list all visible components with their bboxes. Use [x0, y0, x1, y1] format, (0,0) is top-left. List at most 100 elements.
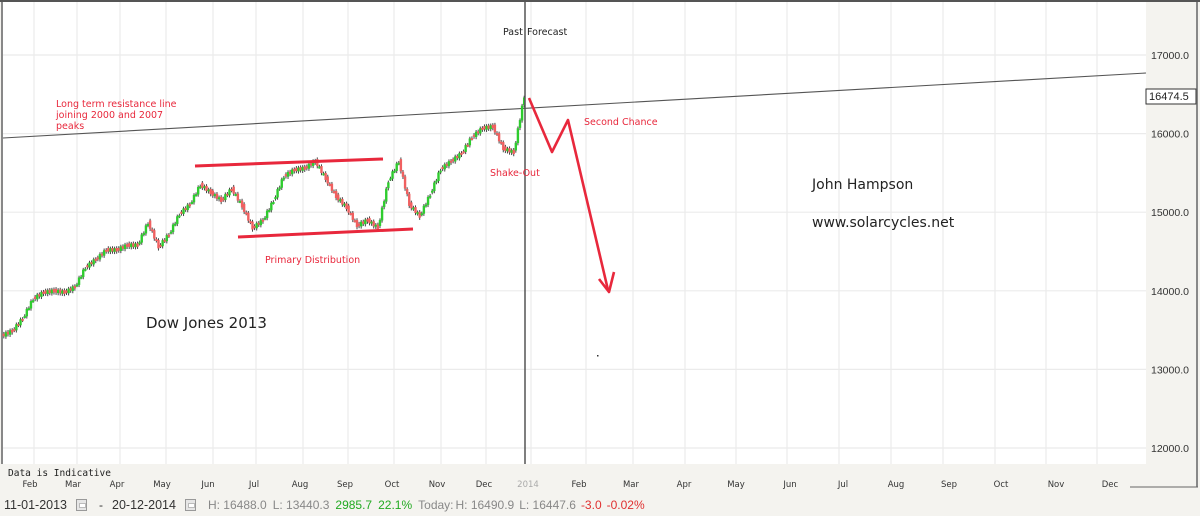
candle-body: [165, 235, 169, 242]
candle-body: [242, 203, 246, 212]
candle-body: [96, 257, 100, 260]
candle-body: [268, 209, 271, 212]
candle-body: [146, 223, 150, 226]
candle-body: [207, 189, 210, 192]
candle-body: [92, 259, 95, 265]
today-change: -3.0: [580, 498, 602, 512]
candle-body: [389, 178, 392, 181]
candle-body: [61, 290, 64, 294]
candle-body: [265, 210, 269, 219]
candle-body: [424, 204, 428, 207]
calendar-icon-start[interactable]: [76, 499, 88, 511]
candle-body: [479, 128, 482, 134]
candle-body: [512, 149, 515, 155]
y-axis-labels: 12000.0 13000.0 14000.0 15000.0 16000.0 17000…: [1151, 50, 1189, 455]
status-bar: 11-01-2013 - 20-12-2014 H: 16488.0 L: 13…: [0, 494, 1200, 516]
x-tick-label: May: [153, 480, 171, 490]
candle-body: [201, 182, 204, 188]
candle-body: [77, 277, 81, 285]
candle-body: [324, 172, 327, 180]
candle-body: [297, 167, 300, 172]
candle-body: [56, 289, 60, 294]
candle-body: [372, 221, 375, 227]
candle-body: [462, 151, 465, 154]
candle-body: [125, 244, 129, 247]
candle-body: [309, 163, 313, 166]
candle-body: [295, 167, 298, 172]
candle-body: [305, 166, 309, 169]
candle-body: [173, 223, 177, 226]
candle-body: [199, 186, 202, 189]
candle-body: [357, 223, 361, 227]
plot-area: [3, 2, 1146, 464]
candle-body: [320, 166, 323, 174]
candle-body: [414, 207, 417, 213]
candle-body: [412, 207, 415, 210]
x-tick-label: Dec: [1102, 480, 1119, 490]
candle-body: [142, 233, 146, 236]
candle-body: [445, 163, 449, 166]
annotation-overlays: [194, 2, 616, 464]
x-axis-labels: Feb Mar Apr May Jun Jul Aug Sep Oct Nov Dec 2014 Feb…: [22, 480, 1118, 490]
resistance-annotation-line2: joining 2000 and 2007: [55, 110, 163, 121]
candle-body: [190, 201, 194, 204]
x-tick-label: Jul: [248, 480, 259, 490]
candle-body: [332, 191, 336, 194]
candle-body: [111, 247, 114, 252]
x-tick-label: Sep: [337, 480, 353, 490]
candle-body: [153, 230, 156, 239]
candle-body: [29, 301, 33, 309]
candle-body: [456, 156, 459, 159]
candle-body: [194, 194, 198, 197]
candle-body: [25, 308, 29, 317]
candle-body: [2, 333, 6, 337]
x-tick-label: Oct: [385, 480, 400, 490]
candle-body: [75, 284, 79, 287]
candle-body: [15, 324, 18, 331]
candle-body: [213, 194, 217, 197]
candle-body: [117, 247, 120, 251]
candle-body: [71, 286, 74, 292]
candle-body: [522, 97, 526, 106]
candle-body: [251, 221, 254, 230]
candle-body: [370, 221, 373, 224]
x-tick-label: Aug: [888, 480, 905, 490]
candle-body: [380, 207, 384, 221]
candle-body: [497, 133, 501, 142]
candle-body: [184, 208, 187, 211]
candle-body: [209, 189, 212, 195]
candle-body: [433, 182, 436, 192]
calendar-icon-end[interactable]: [184, 499, 196, 511]
forecast-label: Forecast: [527, 27, 567, 38]
candle-body: [247, 212, 250, 221]
candle-body: [502, 142, 505, 151]
candle-body: [230, 189, 233, 192]
resistance-line: [2, 72, 1147, 139]
candle-body: [138, 242, 141, 245]
end-date-field[interactable]: 20-12-2014: [112, 498, 176, 512]
candle-body: [46, 290, 49, 295]
candle-body: [150, 229, 154, 232]
resistance-annotation-line1: Long term resistance line: [56, 99, 177, 110]
candle-body: [144, 225, 148, 234]
right-border: [1196, 2, 1198, 487]
x-tick-label: Mar: [623, 480, 640, 490]
candle-body: [236, 193, 240, 201]
distribution-upper-line: [194, 157, 384, 168]
candle-body: [284, 174, 288, 177]
candle-body: [67, 288, 70, 294]
x-tick-label: Nov: [1048, 480, 1065, 490]
candle-body: [161, 240, 164, 247]
candle-body: [63, 290, 66, 294]
candle-body: [234, 193, 237, 196]
candle-body: [94, 258, 97, 261]
candle-body: [171, 224, 175, 233]
candle-body: [186, 204, 189, 211]
candle-body: [219, 196, 223, 202]
data-indicative-label: Data is Indicative: [8, 468, 111, 479]
start-date-field[interactable]: 11-01-2013: [4, 498, 68, 512]
candle-body: [79, 276, 83, 279]
candle-body: [481, 127, 484, 130]
candle-body: [474, 131, 478, 137]
